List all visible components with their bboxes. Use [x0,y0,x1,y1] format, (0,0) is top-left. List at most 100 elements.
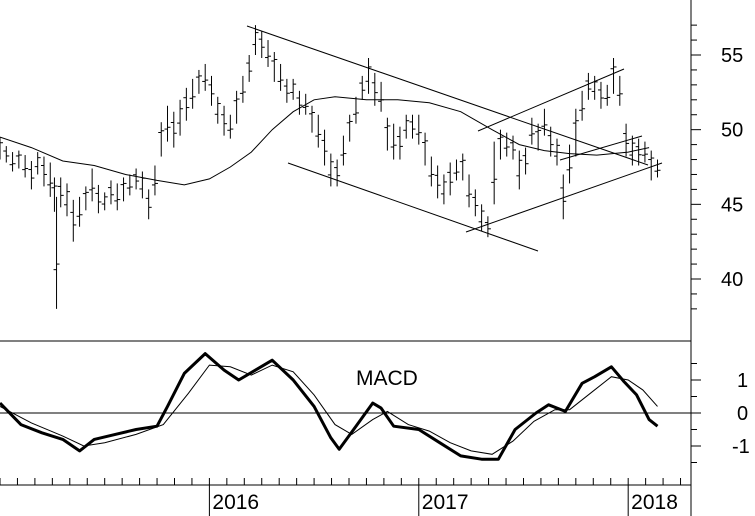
rising-support-line [465,162,663,233]
price-bar [516,150,523,190]
price-bar [352,96,359,124]
price-bar [227,114,234,139]
price-bar [0,137,3,160]
price-bar [390,123,397,160]
price-bar [47,162,54,197]
price-bar [616,75,623,106]
price-bar [202,63,209,91]
price-bar [591,75,598,100]
price-bar [346,114,353,142]
price-bar [466,174,473,208]
price-bar [195,69,202,94]
macd-y-tick-label: 1 [737,370,748,392]
x-year-label: 2017 [422,491,469,514]
price-bar [107,180,114,205]
price-bar [239,75,246,103]
price-bar [76,196,83,227]
price-bar [321,129,328,166]
price-bar [214,96,221,124]
price-bar [491,141,498,205]
price-bar [528,117,535,145]
price-bar [396,126,403,160]
price-bar [340,135,347,166]
price-bar [315,114,322,148]
price-bar [604,84,611,106]
price-bar [522,147,529,175]
price-bar [126,174,133,196]
price-bar [453,159,460,181]
price-bar [89,168,96,202]
price-bar [265,40,272,67]
price-bar [271,52,278,82]
macd-y-tick-label: 0 [737,403,748,425]
price-bar [579,90,586,121]
price-bar [629,135,636,166]
price-bar [22,155,29,178]
price-bar [327,153,334,187]
lower-channel-line [287,162,539,252]
upper-channel-line [246,25,649,166]
price-bar [183,87,190,121]
price-bar [365,57,372,94]
x-year-label: 2018 [631,491,678,514]
price-bar [371,72,378,106]
macd-panel: MACD [0,352,691,461]
price-bar [101,192,108,211]
price-bar [51,177,58,212]
price-bar [434,165,441,199]
rising-resistance-line [477,68,625,132]
price-bar [15,150,22,169]
price-bar [221,105,228,136]
price-bar [145,189,152,220]
price-bar [82,186,89,211]
price-y-axis: 40 45 50 55 [691,24,743,310]
price-bar [34,152,41,175]
price-bar [308,105,315,133]
price-bar [9,152,16,172]
price-bar [654,159,661,178]
price-bar [415,114,422,145]
price-bar [114,183,121,211]
price-y-tick-label: 55 [721,45,743,67]
price-bar [158,122,165,157]
price-bar [246,55,253,82]
price-bar [585,72,592,100]
price-bar [233,90,240,124]
price-bar [170,111,177,148]
price-bar [610,57,617,94]
price-bar [296,90,303,115]
price-y-tick-label: 40 [721,269,743,291]
price-bar [648,150,655,181]
macd-y-axis: 1 0 -1 [691,363,750,463]
price-bar [428,156,435,187]
price-bar [384,117,391,151]
price-bar [459,153,466,181]
price-bar [208,75,215,106]
moving-average-line [0,96,650,186]
price-bar [40,156,47,187]
price-bar [378,81,385,112]
price-bar [409,114,416,139]
price-panel [0,25,663,309]
price-bar [177,99,184,136]
price-bar [290,78,297,100]
price-bar [64,183,71,217]
price-bar [3,146,10,163]
macd-y-tick-label: -1 [732,436,750,458]
price-bar [635,138,642,166]
price-bar [510,135,517,160]
price-y-tick-label: 45 [721,194,743,216]
price-bar [70,199,77,242]
price-bar [403,114,410,139]
price-bar [503,132,510,157]
price-bar [623,123,630,157]
trendlines [246,25,663,252]
price-bar [422,132,429,166]
price-bar [28,161,35,190]
short-resistance-line [559,135,643,161]
price-bar [53,196,60,309]
price-bar [334,159,341,187]
price-bar [57,177,64,208]
price-bar [597,81,604,109]
